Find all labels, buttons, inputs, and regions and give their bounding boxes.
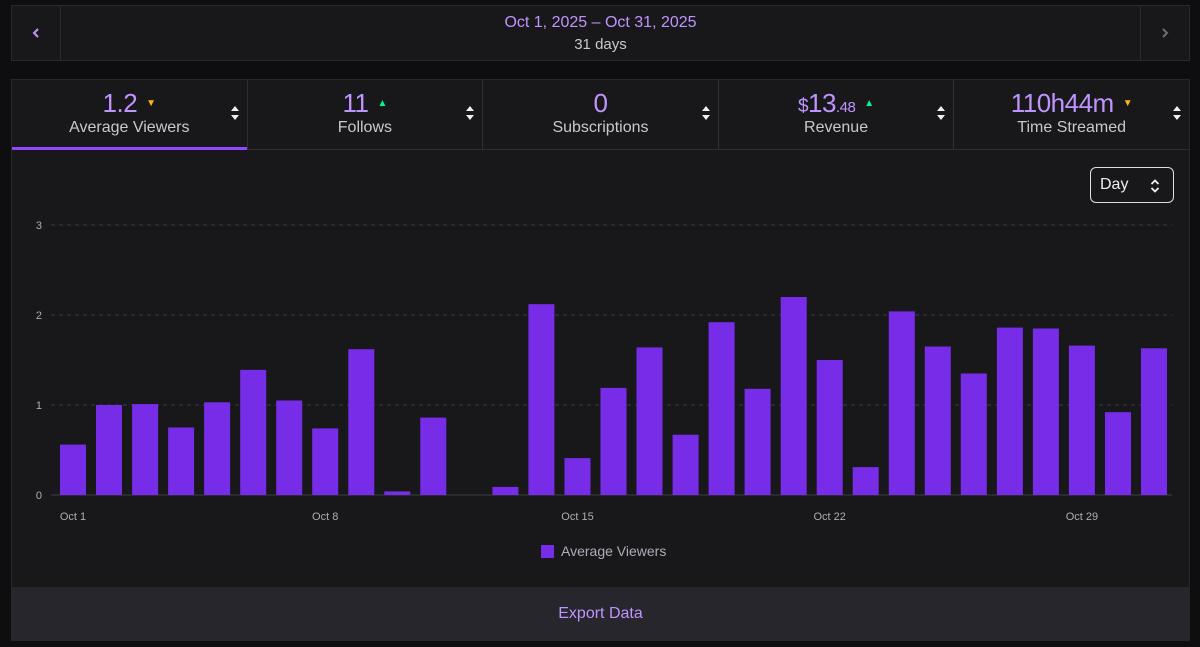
stat-value: $13.48: [797, 87, 856, 119]
x-tick-label: Oct 1: [60, 511, 86, 523]
bar-oct-15[interactable]: [564, 458, 591, 495]
stat-tab-subscriptions[interactable]: 0 Subscriptions: [483, 80, 719, 149]
bar-oct-2[interactable]: [96, 405, 122, 495]
y-axis: 0 1 2 3: [36, 220, 42, 502]
sort-icon[interactable]: [230, 104, 240, 122]
bar-oct-3[interactable]: [132, 404, 159, 495]
granularity-select[interactable]: Day: [1090, 167, 1174, 203]
stat-label: Revenue: [804, 119, 869, 136]
bar-oct-9[interactable]: [348, 349, 375, 495]
bar-oct-25[interactable]: [924, 346, 951, 496]
bar-oct-21[interactable]: [780, 297, 807, 495]
legend-swatch: [541, 544, 554, 558]
stat-tab-follows[interactable]: 11 ▲ Follows: [248, 80, 484, 149]
date-range-bar: Oct 1, 2025 – Oct 31, 2025 31 days: [11, 5, 1190, 61]
chevron-right-icon: [1162, 28, 1169, 38]
bar-oct-8[interactable]: [312, 428, 339, 495]
revenue-dollars: 13: [808, 87, 836, 118]
y-tick-label: 2: [36, 310, 42, 322]
previous-period-button[interactable]: [12, 6, 61, 60]
revenue-cents: .48: [835, 98, 856, 116]
bar-oct-30[interactable]: [1105, 412, 1131, 495]
sort-icon[interactable]: [1172, 104, 1182, 122]
stat-value: 0: [593, 87, 608, 118]
bar-oct-27[interactable]: [996, 327, 1023, 495]
trend-down-icon: ▼: [146, 97, 157, 109]
sort-icon[interactable]: [465, 104, 475, 122]
export-data-label: Export Data: [558, 604, 643, 622]
x-tick-label: Oct 22: [813, 511, 845, 523]
trend-up-icon: ▲: [864, 97, 875, 109]
bar-oct-22[interactable]: [816, 360, 843, 495]
bar-oct-6[interactable]: [240, 369, 267, 495]
bar-oct-7[interactable]: [276, 400, 303, 496]
stat-tab-time-streamed[interactable]: 110h44m ▼ Time Streamed: [954, 80, 1189, 149]
bar-oct-18[interactable]: [672, 434, 699, 495]
stat-label: Subscriptions: [552, 119, 649, 136]
bar-oct-14[interactable]: [528, 304, 555, 495]
sort-icon[interactable]: [936, 104, 946, 122]
analytics-panel: 1.2 ▼ Average Viewers 11 ▲ Follows 0 Sub…: [11, 79, 1190, 641]
bar-oct-24[interactable]: [888, 311, 915, 495]
bar-oct-28[interactable]: [1032, 328, 1059, 496]
trend-up-icon: ▲: [377, 97, 388, 109]
stat-value: 11: [342, 87, 369, 118]
x-tick-label: Oct 8: [312, 511, 338, 523]
date-range-text: Oct 1, 2025 – Oct 31, 2025: [504, 13, 697, 31]
bar-oct-19[interactable]: [708, 322, 735, 495]
date-range-display[interactable]: Oct 1, 2025 – Oct 31, 2025 31 days: [62, 6, 1139, 60]
bar-oct-10[interactable]: [384, 491, 411, 495]
stat-tab-average-viewers[interactable]: 1.2 ▼ Average Viewers: [12, 80, 248, 150]
date-range-days: 31 days: [574, 35, 627, 53]
stat-label: Follows: [337, 119, 392, 136]
bar-oct-4[interactable]: [168, 427, 195, 496]
average-viewers-chart: 0 1 2 3 Oct 1 Oct 8 Oct 15 Oct 22 Oct 29: [36, 220, 1172, 523]
chart-legend[interactable]: Average Viewers: [541, 543, 666, 559]
sort-icon[interactable]: [701, 104, 711, 122]
bar-oct-20[interactable]: [744, 388, 771, 495]
bar-oct-23[interactable]: [852, 467, 879, 495]
stat-value: 1.2: [102, 87, 138, 118]
bar-oct-1[interactable]: [60, 444, 86, 495]
stat-tabs: 1.2 ▼ Average Viewers 11 ▲ Follows 0 Sub…: [12, 80, 1189, 150]
currency-symbol: $: [797, 95, 809, 117]
x-tick-label: Oct 15: [561, 511, 593, 523]
select-chevrons-icon: [1150, 179, 1160, 193]
bar-oct-29[interactable]: [1068, 345, 1095, 495]
bar-oct-17[interactable]: [636, 347, 663, 495]
stat-label: Average Viewers: [69, 119, 190, 136]
bar-oct-16[interactable]: [600, 387, 627, 495]
granularity-value: Day: [1100, 176, 1129, 193]
legend-label: Average Viewers: [561, 543, 667, 559]
trend-down-icon: ▼: [1122, 97, 1133, 109]
bar-oct-11[interactable]: [420, 417, 447, 495]
stat-label: Time Streamed: [1017, 119, 1127, 136]
y-tick-label: 3: [36, 220, 42, 232]
x-axis: Oct 1 Oct 8 Oct 15 Oct 22 Oct 29: [60, 511, 1098, 523]
export-data-button[interactable]: Export Data: [12, 587, 1189, 640]
next-period-button[interactable]: [1140, 6, 1189, 60]
y-tick-label: 0: [36, 490, 42, 502]
stat-tab-revenue[interactable]: $13.48 ▲ Revenue: [719, 80, 955, 149]
chart-bars: [60, 297, 1167, 495]
bar-oct-26[interactable]: [960, 373, 987, 496]
stat-value: 110h44m: [1010, 87, 1115, 118]
bar-oct-5[interactable]: [204, 402, 231, 495]
y-tick-label: 1: [36, 400, 42, 412]
bar-oct-13[interactable]: [492, 486, 519, 495]
chevron-left-icon: [32, 28, 39, 38]
bar-oct-31[interactable]: [1141, 348, 1167, 495]
x-tick-label: Oct 29: [1066, 511, 1098, 523]
